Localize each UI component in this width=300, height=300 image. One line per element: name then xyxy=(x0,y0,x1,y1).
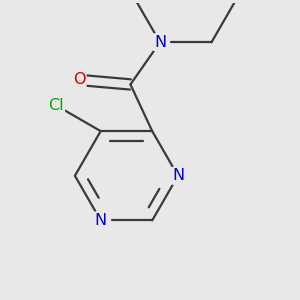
Text: N: N xyxy=(94,213,107,228)
Text: N: N xyxy=(154,35,166,50)
Text: Cl: Cl xyxy=(48,98,64,113)
Text: O: O xyxy=(73,72,85,87)
Text: N: N xyxy=(172,168,184,183)
